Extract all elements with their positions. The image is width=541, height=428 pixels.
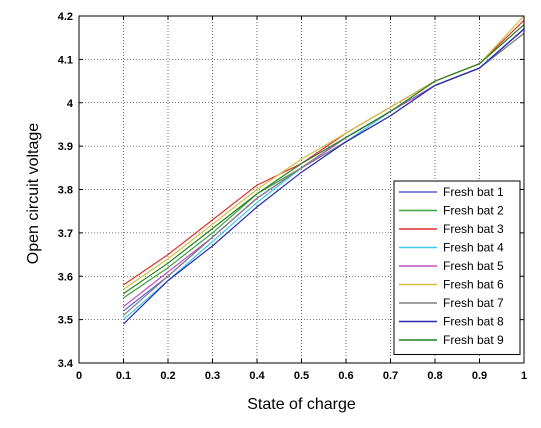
legend-label-3: Fresh bat 3 [443,222,504,236]
x-tick-label: 0.2 [160,370,175,382]
legend: Fresh bat 1 Fresh bat 2 Fresh bat 3 Fresh b… [393,180,521,355]
legend-items: Fresh bat 1 Fresh bat 2 Fresh bat 3 Fresh b… [399,185,504,347]
series-line-9 [123,24,525,295]
legend-label-4: Fresh bat 4 [443,241,504,255]
y-tick-label: 3.7 [58,228,73,240]
x-tick-label: 0.7 [383,370,398,382]
x-tick-label: 0.9 [472,370,487,382]
y-tick-label: 4.2 [58,11,73,23]
y-tick-label: 3.4 [58,358,74,370]
y-tick-label: 3.9 [58,141,73,153]
y-tick-label: 3.6 [58,271,73,283]
x-tick-label: 0 [76,370,82,382]
grid-lines [79,16,524,363]
x-tick-label: 1 [521,370,527,382]
axis-ticks [78,15,525,364]
x-tick-label: 0.3 [205,370,220,382]
x-tick-label: 0.4 [249,370,265,382]
y-tick-label: 4.1 [58,54,73,66]
x-tick-label: 0.5 [294,370,309,382]
x-tick-labels: 0 0.1 0.2 0.3 0.4 0.5 0.6 0.7 0.8 0.9 1 [76,370,527,382]
legend-label-1: Fresh bat 1 [443,185,504,199]
legend-label-8: Fresh bat 8 [443,315,504,329]
series-lines [123,15,525,325]
legend-label-5: Fresh bat 5 [443,259,504,273]
legend-label-9: Fresh bat 9 [443,333,504,347]
y-tick-labels: 3.4 3.5 3.6 3.7 3.8 3.9 4 4.1 4.2 [58,11,74,370]
y-tick-label: 4 [67,98,74,110]
y-axis-label: Open circuit voltage [25,123,42,265]
series-line-8 [123,28,525,325]
legend-label-7: Fresh bat 7 [443,296,504,310]
x-tick-label: 0.1 [116,370,131,382]
y-tick-label: 3.5 [58,315,73,327]
x-tick-label: 0.8 [427,370,442,382]
y-tick-label: 3.8 [58,185,73,197]
x-tick-label: 0.6 [338,370,353,382]
x-axis-label: State of charge [247,396,356,413]
legend-label-2: Fresh bat 2 [443,204,504,218]
legend-label-6: Fresh bat 6 [443,278,504,292]
